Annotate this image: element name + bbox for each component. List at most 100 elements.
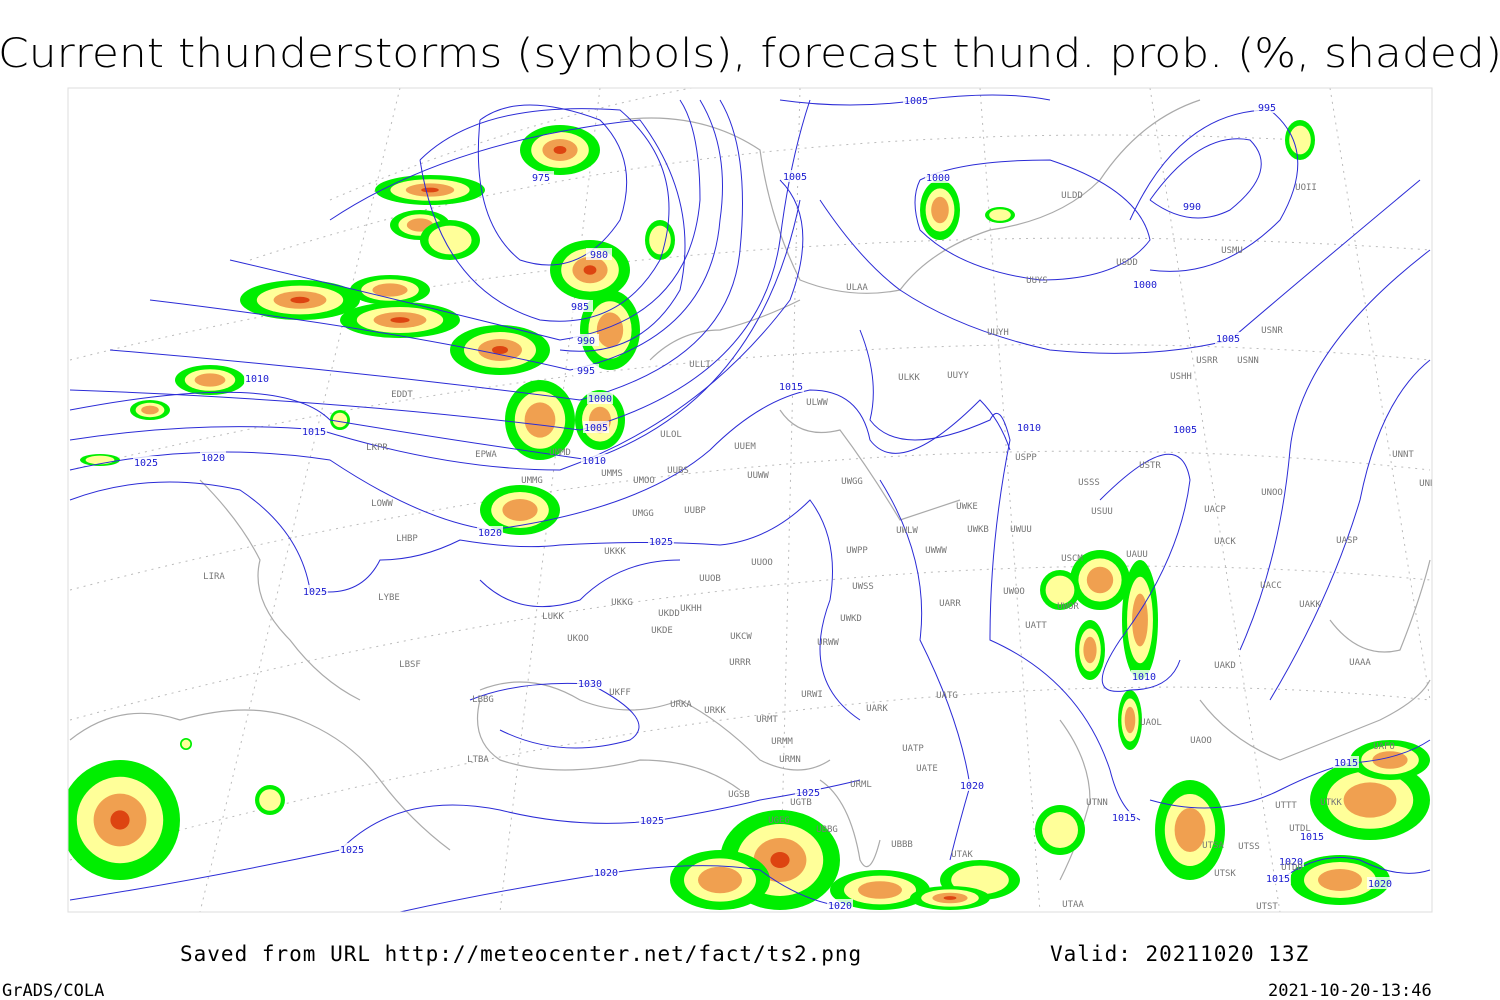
station-label: UTNN	[1086, 798, 1108, 808]
station-label: UAOO	[1190, 736, 1212, 746]
isobar-label-bg	[1367, 877, 1393, 889]
station-label: UARR	[939, 599, 961, 609]
station-label: EPWA	[475, 450, 497, 460]
station-label: UWLW	[896, 526, 918, 536]
station-label: USNR	[1261, 326, 1283, 336]
isobar-label: 1020	[1279, 857, 1303, 868]
isobar-label-bg	[133, 456, 159, 468]
probability-area	[1132, 593, 1148, 647]
isobar-label: 1020	[478, 528, 502, 539]
station-label: URMT	[756, 715, 778, 725]
probability-area	[181, 739, 191, 749]
station-label: LIRA	[203, 572, 225, 582]
station-label: UATE	[916, 764, 938, 774]
station-label: UASP	[1336, 536, 1358, 546]
isobar-label-bg	[200, 451, 226, 463]
isobar-label-bg	[782, 170, 808, 182]
station-label: URWI	[801, 690, 823, 700]
station-label: UWSS	[852, 582, 874, 592]
station-label: UNBB	[1419, 479, 1441, 489]
station-label: USHH	[1170, 372, 1192, 382]
station-label: UKOO	[567, 634, 589, 644]
isobar-label: 1020	[960, 781, 984, 792]
station-label: UWOR	[1057, 602, 1079, 612]
isobar-label-bg	[1333, 756, 1359, 768]
isobar-label: 995	[1258, 103, 1276, 114]
isobar-label: 1005	[783, 172, 807, 183]
isobar-label-bg	[586, 248, 612, 260]
probability-area	[421, 187, 439, 193]
station-label: UACP	[1204, 505, 1226, 515]
station-label: UNOO	[1261, 488, 1283, 498]
station-label: UGEG	[768, 816, 790, 826]
isobar-label-bg	[593, 866, 619, 878]
probability-area	[1343, 782, 1397, 818]
station-label: UAFO	[1373, 742, 1395, 752]
station-label: URWW	[817, 638, 839, 648]
station-label: ULDD	[1061, 191, 1083, 201]
probability-area	[290, 296, 310, 304]
station-label: UUOO	[751, 558, 773, 568]
isobar-label: 1015	[1112, 813, 1136, 824]
station-label: UUOB	[699, 574, 721, 584]
station-label: LTBA	[467, 755, 489, 765]
probability-area	[989, 209, 1011, 221]
station-label: EDDT	[391, 390, 413, 400]
probability-area	[194, 373, 226, 387]
station-label: UKDD	[658, 609, 680, 619]
probability-area	[1372, 751, 1408, 769]
station-label: UTSS	[1238, 842, 1260, 852]
station-label: UWKB	[967, 525, 989, 535]
station-label: UWOO	[1003, 587, 1025, 597]
station-label: URKA	[670, 700, 692, 710]
station-label: URRR	[729, 658, 751, 668]
footer-software: GrADS/COLA	[2, 981, 104, 1000]
station-label: ULOL	[660, 430, 682, 440]
station-label: URML	[850, 780, 872, 790]
isobar-label: 1020	[594, 868, 618, 879]
isobar-label: 1015	[1266, 874, 1290, 885]
station-label: UTSK	[1214, 869, 1236, 879]
isobar-label-bg	[573, 364, 599, 376]
station-label: USMU	[1221, 246, 1243, 256]
isobar-label-bg	[1254, 101, 1280, 113]
station-label: UMMS	[601, 469, 623, 479]
isobar-label: 1020	[201, 453, 225, 464]
probability-area	[553, 146, 567, 154]
station-label: UAAA	[1349, 658, 1371, 668]
isobar-label-bg	[1016, 421, 1042, 433]
isobar-label: 990	[577, 336, 595, 347]
isobar-label-bg	[302, 585, 328, 597]
probability-area	[698, 866, 742, 894]
probability-area	[372, 283, 408, 297]
station-label: LUKK	[542, 612, 564, 622]
probability-area	[858, 881, 902, 899]
probability-area	[332, 412, 348, 428]
station-label: UTAA	[1062, 900, 1084, 910]
station-label: UTTT	[1275, 801, 1297, 811]
station-label: USUU	[1091, 507, 1113, 517]
probability-area	[110, 810, 130, 830]
station-label: UBBB	[891, 840, 913, 850]
station-label: ULLI	[689, 360, 711, 370]
probability-area	[1045, 575, 1075, 605]
station-label: UUBS	[667, 466, 689, 476]
station-label: UTST	[1256, 902, 1278, 912]
footer-valid: Valid: 20211020 13Z	[1050, 942, 1309, 966]
isobar-label: 1025	[796, 788, 820, 799]
station-label: LKPR	[366, 443, 388, 453]
isobar-label: 1025	[134, 458, 158, 469]
isobar-label-bg	[827, 899, 853, 911]
isobar-label-bg	[1132, 278, 1158, 290]
isobar-label-bg	[477, 526, 503, 538]
isobar-label-bg	[1265, 872, 1291, 884]
isobar-label-bg	[648, 535, 674, 547]
probability-area	[390, 317, 410, 323]
map-area: 975 980 985 990 995 1000 1005 1010 1020 1010 1015 1…	[68, 88, 1441, 912]
isobar-label-bg	[567, 300, 593, 312]
probability-area	[502, 499, 538, 521]
isobar-label-bg	[573, 334, 599, 346]
isobar-label: 1005	[1173, 425, 1197, 436]
station-label: UWWW	[925, 546, 947, 556]
station-label: UMOO	[633, 476, 655, 486]
